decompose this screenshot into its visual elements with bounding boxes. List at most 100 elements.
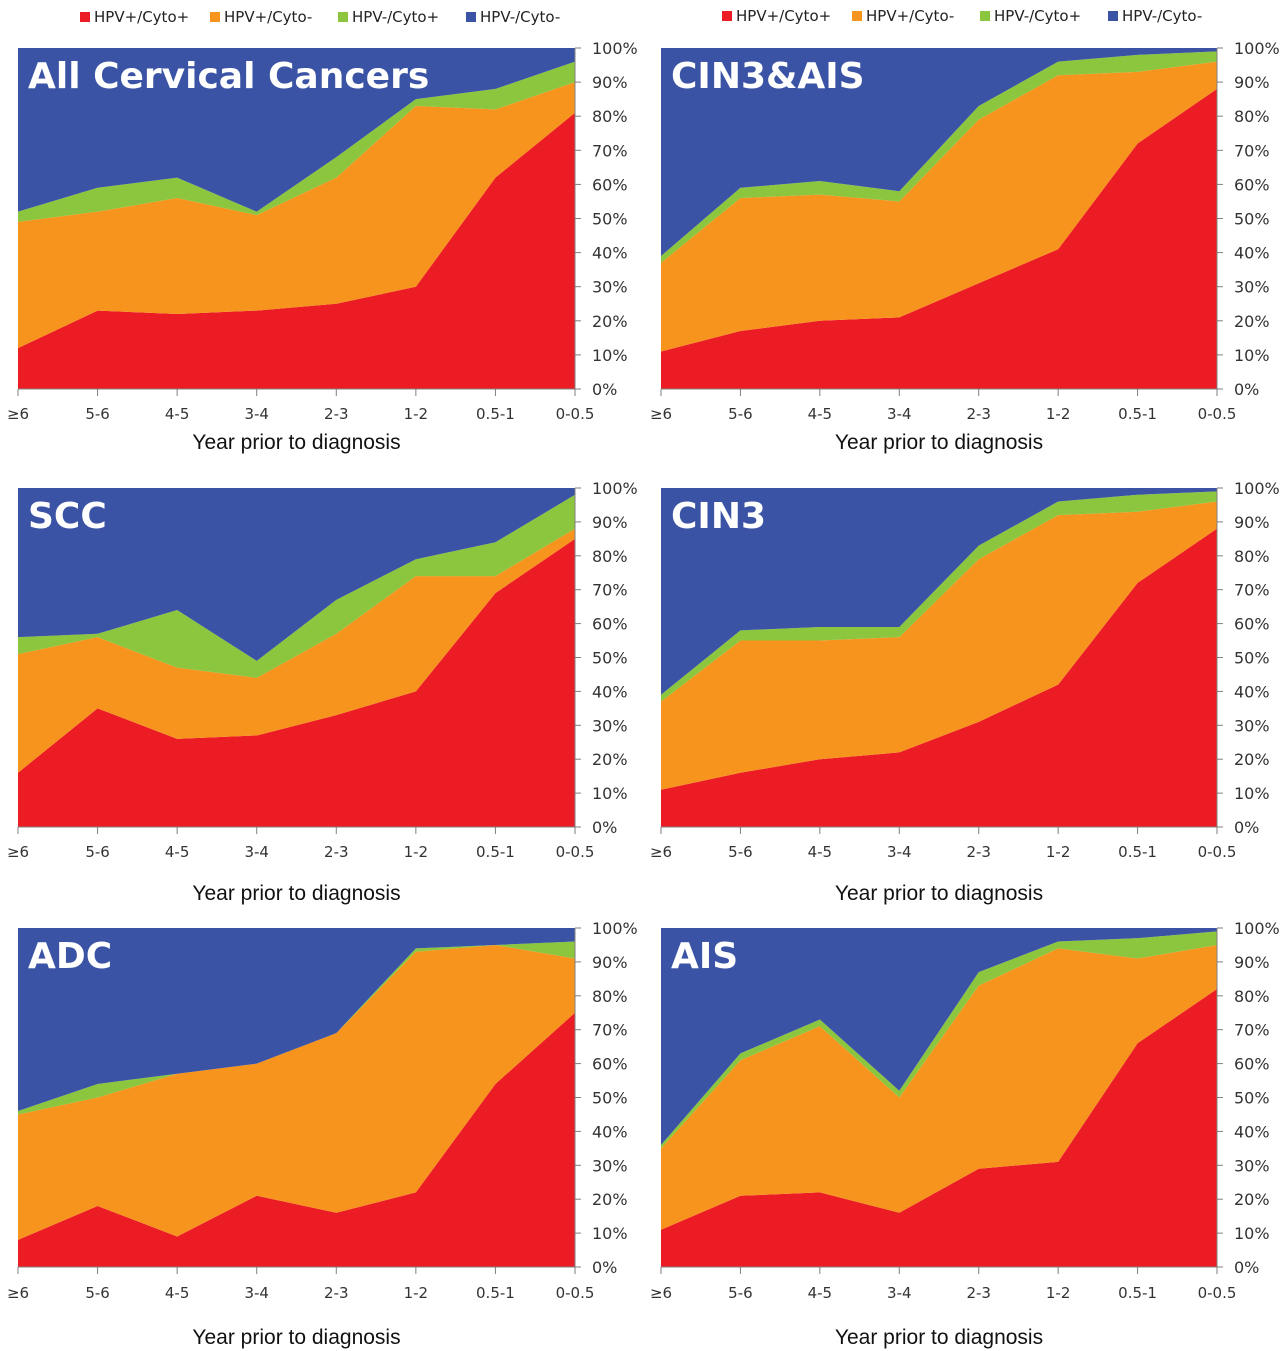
area-hpvneg-cytoneg <box>18 928 575 1112</box>
area-hpvneg-cytoneg <box>661 48 1217 257</box>
x-tick-label: 2-3 <box>324 843 349 861</box>
y-tick-label: 100% <box>592 479 638 498</box>
y-tick-label: 10% <box>1234 1224 1270 1243</box>
y-tick-label: 90% <box>1234 73 1270 92</box>
area-hpvpos-cytoneg <box>661 61 1217 352</box>
x-tick-label: 1-2 <box>1046 843 1071 861</box>
legend-label-hpvneg-cytopos: HPV-/Cyto+ <box>352 8 439 26</box>
y-tick-label: 60% <box>592 175 628 194</box>
legend-swatch-hpvpos-cytopos <box>722 11 732 21</box>
y-tick-label: 80% <box>1234 107 1270 126</box>
panel-title: SCC <box>28 496 107 537</box>
x-axis-title: Year prior to diagnosis <box>192 1326 400 1349</box>
x-tick-label: ≥6 <box>650 843 672 861</box>
x-tick-label: 5-6 <box>85 843 110 861</box>
legend-label-hpvpos-cytopos: HPV+/Cyto+ <box>94 8 189 26</box>
y-tick-label: 80% <box>1234 547 1270 566</box>
area-hpvpos-cytopos <box>661 989 1217 1267</box>
y-tick-label: 90% <box>1234 953 1270 972</box>
y-tick-label: 60% <box>1234 175 1270 194</box>
y-tick-label: 40% <box>592 682 628 701</box>
legend: HPV+/Cyto+ HPV+/Cyto- HPV-/Cyto+ HPV-/Cyto- <box>722 7 1202 25</box>
y-tick-label: 50% <box>592 1089 628 1108</box>
y-tick-label: 40% <box>1234 244 1270 263</box>
y-tick-label: 90% <box>1234 513 1270 532</box>
y-tick-label: 80% <box>1234 987 1270 1006</box>
x-tick-label: 0-0.5 <box>1198 843 1237 861</box>
y-tick-label: 40% <box>1234 1122 1270 1141</box>
area-hpvpos-cytopos <box>18 1012 575 1267</box>
area-hpvneg-cytoneg <box>18 488 575 661</box>
legend-label-hpvneg-cytoneg: HPV-/Cyto- <box>1122 7 1202 25</box>
legend-swatch-hpvneg-cytopos <box>980 11 990 21</box>
y-tick-label: 100% <box>592 919 638 938</box>
x-tick-label: 3-4 <box>244 405 269 423</box>
x-tick-label: 0-0.5 <box>1198 405 1237 423</box>
y-tick-label: 0% <box>1234 818 1259 837</box>
area-hpvpos-cytopos <box>18 112 575 389</box>
y-tick-label: 60% <box>1234 615 1270 634</box>
x-tick-label: 0.5-1 <box>476 405 515 423</box>
area-hpvpos-cytoneg <box>18 944 575 1240</box>
y-tick-label: 100% <box>1234 919 1280 938</box>
x-tick-label: 3-4 <box>887 1284 912 1302</box>
legend-label-hpvpos-cytoneg: HPV+/Cyto- <box>224 8 312 26</box>
panel-title: All Cervical Cancers <box>28 56 429 97</box>
area-hpvpos-cytoneg <box>18 82 575 349</box>
x-tick-label: 2-3 <box>324 1284 349 1302</box>
area-hpvpos-cytoneg <box>18 528 575 773</box>
y-tick-label: 10% <box>592 784 628 803</box>
panel-title: AIS <box>671 936 738 977</box>
legend-label-hpvpos-cytopos: HPV+/Cyto+ <box>736 7 831 25</box>
area-hpvneg-cytoneg <box>661 928 1217 1145</box>
x-tick-label: 5-6 <box>85 1284 110 1302</box>
x-tick-label: 0.5-1 <box>476 843 515 861</box>
x-tick-label: 4-5 <box>165 1284 190 1302</box>
x-tick-label: 5-6 <box>85 405 110 423</box>
area-hpvpos-cytopos <box>18 538 575 827</box>
y-tick-label: 80% <box>592 107 628 126</box>
x-tick-label: 3-4 <box>887 405 912 423</box>
legend-label-hpvpos-cytoneg: HPV+/Cyto- <box>866 7 954 25</box>
x-tick-label: ≥6 <box>7 405 29 423</box>
y-tick-label: 10% <box>592 346 628 365</box>
y-tick-label: 10% <box>592 1224 628 1243</box>
x-tick-label: 0-0.5 <box>556 1284 595 1302</box>
area-hpvneg-cytoneg <box>661 488 1217 695</box>
y-tick-label: 20% <box>592 750 628 769</box>
y-tick-label: 30% <box>1234 716 1270 735</box>
y-tick-label: 40% <box>1234 682 1270 701</box>
x-tick-label: 0.5-1 <box>476 1284 515 1302</box>
area-hpvpos-cytoneg <box>661 501 1217 790</box>
x-tick-label: 5-6 <box>728 843 753 861</box>
x-tick-label: 0-0.5 <box>1198 1284 1237 1302</box>
y-tick-label: 100% <box>592 39 638 58</box>
y-tick-label: 20% <box>592 312 628 331</box>
y-tick-label: 40% <box>592 1122 628 1141</box>
y-tick-label: 100% <box>1234 39 1280 58</box>
x-axis-title: Year prior to diagnosis <box>192 431 400 454</box>
x-axis-title: Year prior to diagnosis <box>835 882 1043 905</box>
area-hpvneg-cytopos <box>18 941 575 1115</box>
area-hpvneg-cytopos <box>18 61 575 222</box>
y-tick-label: 0% <box>1234 380 1259 399</box>
area-hpvneg-cytopos <box>18 494 575 678</box>
legend-swatch-hpvpos-cytopos <box>80 12 90 22</box>
y-tick-label: 10% <box>1234 784 1270 803</box>
y-tick-label: 50% <box>1234 1089 1270 1108</box>
legend-swatch-hpvneg-cytopos <box>338 12 348 22</box>
x-tick-label: 5-6 <box>728 1284 753 1302</box>
x-tick-label: ≥6 <box>7 843 29 861</box>
x-tick-label: ≥6 <box>650 1284 672 1302</box>
x-tick-label: 2-3 <box>966 843 991 861</box>
chart-panel-cin3: CIN3 0% 10% 20% 30% 40% 50% 60% 70% 80% 90% 100% ≥6 5… <box>650 479 1280 905</box>
area-hpvpos-cytoneg <box>661 944 1217 1230</box>
y-tick-label: 30% <box>592 278 628 297</box>
y-tick-label: 90% <box>592 953 628 972</box>
x-tick-label: 3-4 <box>244 843 269 861</box>
area-hpvneg-cytopos <box>661 491 1217 702</box>
chart-panel-cin3-ais: CIN3&AIS 0% 10% 20% 30% 40% 50% 60% 70% 80% 90% 100… <box>650 39 1280 454</box>
area-hpvneg-cytoneg <box>18 48 575 212</box>
x-tick-label: 0.5-1 <box>1118 405 1157 423</box>
